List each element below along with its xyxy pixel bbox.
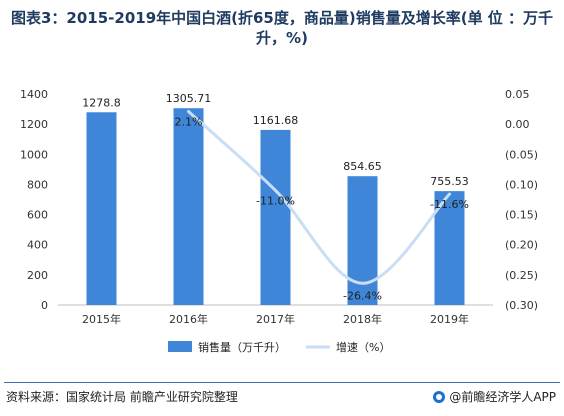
bar-value-label: 1161.68 (253, 114, 299, 127)
bar-value-label: 854.65 (343, 160, 382, 173)
growth-value-label: 2.1% (175, 115, 203, 128)
x-tick-label: 2015年 (82, 312, 121, 326)
y-right-tick-label: (0.25) (505, 269, 538, 282)
growth-line (187, 109, 451, 285)
y-right-tick-label: (0.05) (505, 148, 538, 161)
brand-logo-icon (433, 390, 446, 403)
x-tick-label: 2016年 (169, 312, 208, 326)
growth-value-label: -26.4% (343, 289, 382, 302)
y-right-tick-label: 0.00 (505, 118, 530, 131)
y-left-tick-label: 1400 (20, 88, 48, 101)
source-note: 资料来源：国家统计局 前瞻产业研究院整理 (6, 390, 238, 404)
chart-title: 图表3：2015-2019年中国白酒(折65度，商品量)销售量及增长率(单 位 … (10, 9, 554, 47)
bar (347, 176, 378, 305)
y-left-tick-label: 1000 (20, 148, 48, 161)
y-right-tick-label: (0.30) (505, 299, 538, 312)
bar (434, 191, 465, 305)
x-tick-label: 2018年 (343, 312, 382, 326)
bar-value-label: 1278.8 (82, 96, 121, 109)
y-left-tick-label: 400 (27, 239, 48, 252)
y-right-tick-label: (0.15) (505, 209, 538, 222)
legend-bar-swatch (168, 341, 192, 352)
y-left-tick-label: 0 (41, 299, 48, 312)
growth-value-label: -11.0% (256, 194, 295, 207)
footer-divider (4, 382, 560, 383)
bar-value-label: 1305.71 (166, 92, 212, 105)
y-left-tick-label: 800 (27, 178, 48, 191)
y-right-tick-label: (0.10) (505, 178, 538, 191)
y-left-tick-label: 200 (27, 269, 48, 282)
bar (86, 112, 117, 305)
brand-text: @前瞻经济学人APP (449, 390, 556, 404)
bar (260, 129, 291, 305)
x-tick-label: 2017年 (256, 312, 295, 326)
x-tick-label: 2019年 (430, 312, 469, 326)
legend-bar-label: 销售量（万千升） (198, 340, 286, 354)
brand-tag: @前瞻经济学人APP (433, 388, 556, 405)
chart-area: 0 200 400 600 800 1000 1200 1400 0.05 0.00 (0.05) (… (20, 88, 538, 354)
y-left-tick-label: 1200 (20, 118, 48, 131)
bar (173, 108, 204, 306)
y-right-tick-label: 0.05 (505, 88, 530, 101)
y-left-tick-label: 600 (27, 209, 48, 222)
legend-line-label: 增速（%） (336, 340, 390, 354)
bar-value-label: 755.53 (430, 175, 469, 188)
growth-value-label: -11.6% (430, 198, 469, 211)
y-right-tick-label: (0.20) (505, 239, 538, 252)
